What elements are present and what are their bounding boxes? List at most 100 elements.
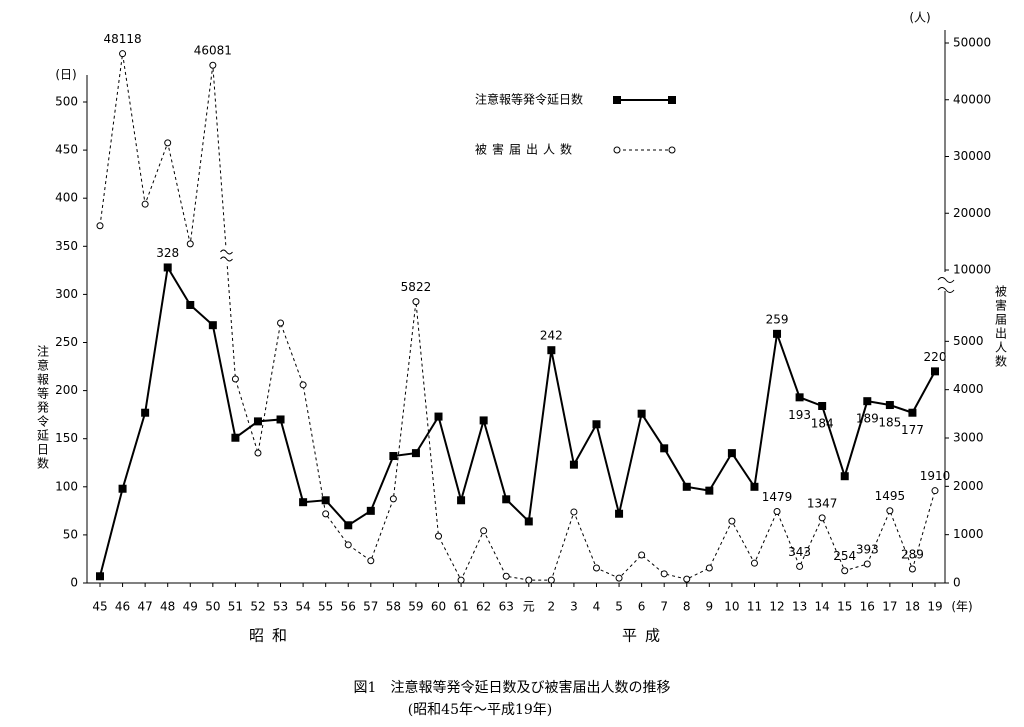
x-tick-label: 5 — [615, 600, 623, 614]
x-tick-label: 9 — [706, 600, 714, 614]
point — [208, 321, 217, 330]
x-tick-label: 16 — [860, 600, 875, 614]
point — [96, 222, 104, 230]
x-tick-label: 63 — [499, 600, 514, 614]
legend-label: 注意報等発令延日数 — [475, 92, 583, 107]
chart-subtitle: (昭和45年～平成19年) — [408, 702, 553, 718]
point — [705, 486, 714, 495]
point — [231, 375, 239, 383]
y-tick-label: 500 — [55, 95, 78, 109]
point — [750, 559, 758, 567]
point — [547, 576, 555, 584]
y2-tick-label: 0 — [953, 576, 961, 590]
point — [886, 507, 894, 515]
point — [457, 576, 465, 584]
data-label: 242 — [540, 329, 563, 343]
data-label: 343 — [788, 545, 811, 559]
data-label: 193 — [788, 408, 811, 422]
point — [321, 496, 330, 505]
x-tick-label: 15 — [837, 600, 852, 614]
data-label: 259 — [766, 312, 789, 326]
point — [660, 570, 668, 578]
data-label: 1495 — [875, 489, 906, 503]
point — [705, 564, 713, 572]
point — [254, 449, 262, 457]
point — [366, 506, 375, 515]
era-label: 平成 — [622, 627, 668, 645]
data-label: 1910 — [920, 469, 951, 483]
x-tick-label: 8 — [683, 600, 691, 614]
x-tick-label: 52 — [250, 600, 265, 614]
x-tick-label: 13 — [792, 600, 807, 614]
point — [163, 263, 172, 272]
data-label: 185 — [878, 416, 901, 430]
point — [186, 300, 195, 309]
point — [299, 381, 307, 389]
point — [637, 409, 646, 418]
y2-unit: (人) — [909, 11, 930, 25]
point — [796, 562, 804, 570]
point — [885, 401, 894, 410]
x-tick-label: 7 — [660, 600, 668, 614]
x-tick-label: 元 — [523, 600, 535, 614]
point — [773, 329, 782, 338]
point — [570, 508, 578, 516]
point — [367, 557, 375, 565]
series-line — [99, 53, 936, 582]
point — [524, 517, 533, 526]
x-tick-label: 61 — [453, 600, 468, 614]
y-unit: (日) — [55, 68, 76, 82]
data-label: 220 — [924, 350, 947, 364]
y2-tick-label: 30000 — [953, 149, 991, 163]
legend-marker — [668, 146, 676, 154]
x-tick-label: 47 — [137, 600, 152, 614]
y-tick-label: 450 — [55, 143, 78, 157]
y2-tick-label: 5000 — [953, 334, 984, 348]
y2-tick-label: 20000 — [953, 206, 991, 220]
point — [277, 319, 285, 327]
point — [231, 433, 240, 442]
x-tick-label: 60 — [431, 600, 446, 614]
point — [615, 509, 624, 518]
point — [209, 61, 217, 69]
x-tick-label: 46 — [115, 600, 130, 614]
y-tick-label: 50 — [63, 527, 78, 541]
axis-break — [937, 277, 955, 293]
x-tick-label: 48 — [160, 600, 175, 614]
legend-marker — [668, 96, 676, 104]
point — [682, 482, 691, 491]
legend-marker — [613, 146, 621, 154]
data-label: 48118 — [103, 32, 141, 46]
point — [389, 495, 397, 503]
x-tick-label: 17 — [882, 600, 897, 614]
x-tick-label: 3 — [570, 600, 578, 614]
point — [434, 412, 443, 421]
x-unit: (年) — [951, 600, 972, 614]
line-break-mask — [219, 247, 234, 263]
point — [502, 495, 511, 504]
point — [569, 460, 578, 469]
chart-title: 図1 注意報等発令延日数及び被害届出人数の推移 — [354, 679, 671, 696]
point — [841, 567, 849, 575]
x-tick-label: 54 — [295, 600, 310, 614]
x-tick-label: 2 — [548, 600, 556, 614]
legend-label: 被害届出人数 — [475, 142, 577, 157]
point — [795, 393, 804, 402]
y-tick-label: 300 — [55, 287, 78, 301]
point — [547, 346, 556, 355]
point — [299, 498, 308, 507]
point — [164, 139, 172, 147]
y2-tick-label: 3000 — [953, 431, 984, 445]
point — [908, 408, 917, 417]
data-label: 254 — [833, 549, 856, 563]
x-tick-label: 6 — [638, 600, 646, 614]
data-label: 1347 — [807, 496, 838, 510]
point — [728, 517, 736, 525]
point — [863, 397, 872, 406]
point — [412, 298, 420, 306]
y2-tick-label: 1000 — [953, 527, 984, 541]
data-label: 5822 — [401, 280, 432, 294]
data-label: 177 — [901, 423, 924, 437]
point — [502, 572, 510, 580]
point — [389, 452, 398, 461]
